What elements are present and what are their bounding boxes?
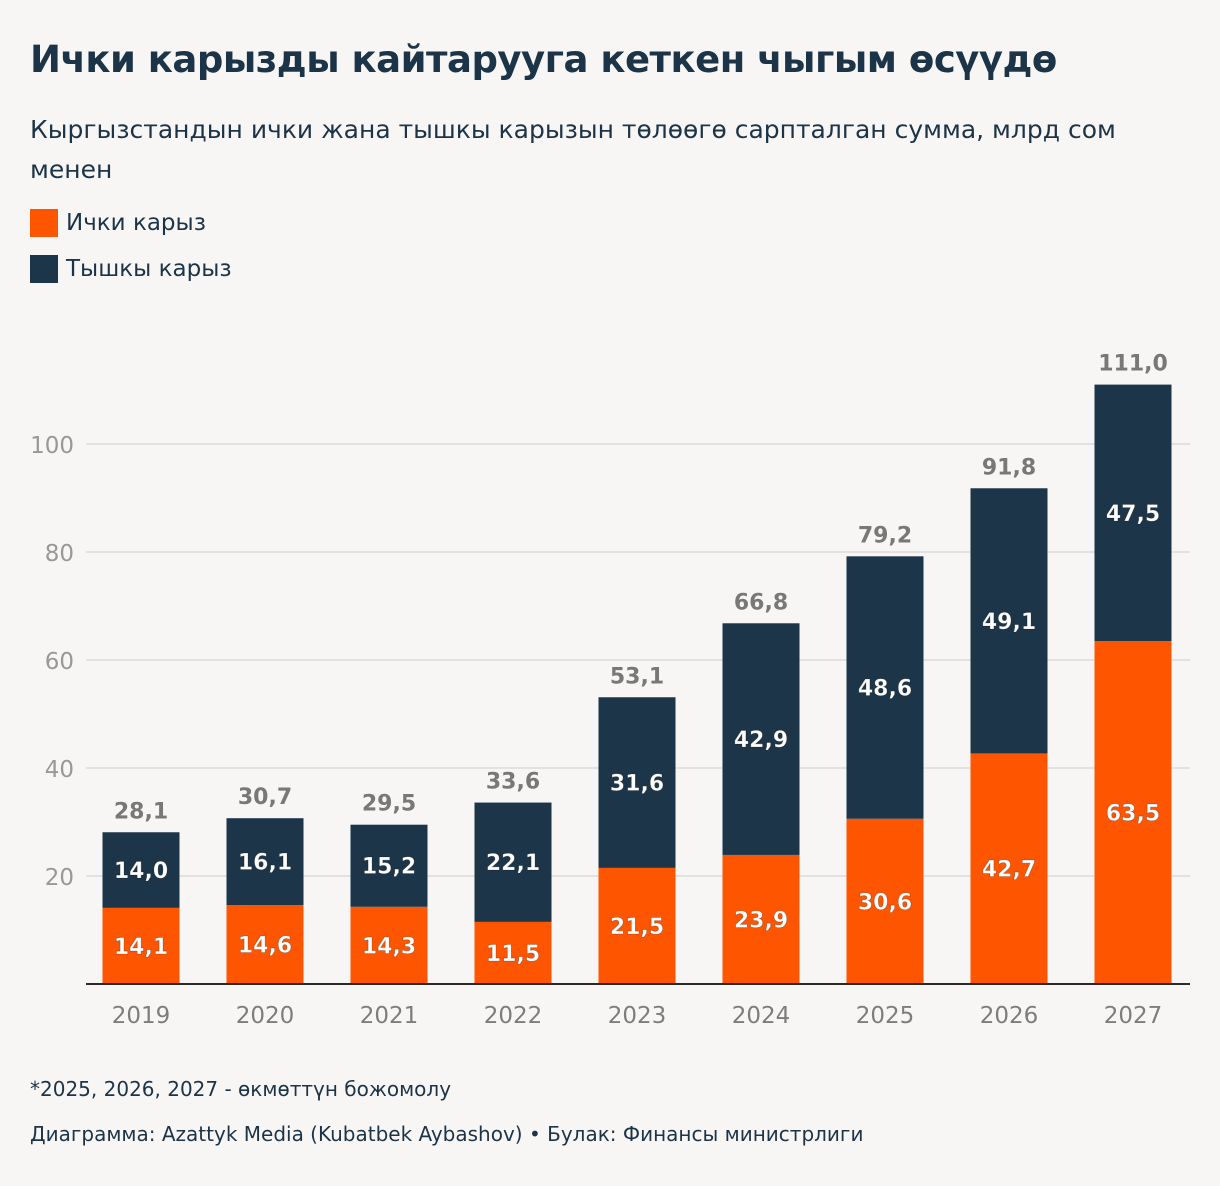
legend-label-external: Тышкы карыз bbox=[66, 256, 232, 282]
y-tick-label-80: 80 bbox=[45, 541, 74, 567]
bar-external-2023 bbox=[598, 697, 676, 868]
total-label-2019: 28,1 bbox=[114, 799, 168, 824]
data-label-domestic-2024: 23,9 bbox=[734, 908, 788, 933]
x-tick-label-2024: 2024 bbox=[732, 1003, 791, 1029]
y-tick-label-40: 40 bbox=[45, 757, 74, 783]
total-label-2023: 53,1 bbox=[610, 664, 664, 689]
total-label-2026: 91,8 bbox=[982, 455, 1036, 480]
data-label-domestic-2020: 14,6 bbox=[238, 934, 292, 959]
bar-external-2027 bbox=[1094, 384, 1172, 642]
data-label-external-2019: 14,0 bbox=[114, 859, 168, 884]
x-tick-label-2020: 2020 bbox=[236, 1003, 295, 1029]
legend-item-external: Тышкы карыз bbox=[30, 254, 232, 284]
x-tick-label-2021: 2021 bbox=[360, 1003, 419, 1029]
data-label-external-2026: 49,1 bbox=[982, 610, 1036, 635]
bar-external-2021 bbox=[350, 824, 428, 907]
y-tick-label-60: 60 bbox=[45, 649, 74, 675]
total-label-2025: 79,2 bbox=[858, 523, 912, 548]
bar-external-2022 bbox=[474, 802, 552, 922]
y-tick-label-20: 20 bbox=[45, 865, 74, 891]
data-label-external-2020: 16,1 bbox=[238, 851, 292, 876]
data-label-external-2027: 47,5 bbox=[1106, 502, 1160, 527]
stacked-bar-chart: 20 40 60 80 100 14,1 14,0 28,1 2019 14,6 16,1 30,7 2… bbox=[30, 352, 1190, 1029]
total-label-2020: 30,7 bbox=[238, 785, 292, 810]
data-label-external-2025: 48,6 bbox=[858, 677, 912, 702]
data-label-domestic-2023: 21,5 bbox=[610, 915, 664, 940]
bar-external-2019 bbox=[102, 832, 180, 908]
total-label-2022: 33,6 bbox=[486, 770, 540, 795]
data-label-domestic-2019: 14,1 bbox=[114, 935, 168, 960]
x-tick-label-2022: 2022 bbox=[484, 1003, 543, 1029]
data-label-domestic-2022: 11,5 bbox=[486, 942, 540, 967]
x-tick-label-2027: 2027 bbox=[1104, 1003, 1163, 1029]
chart-subtitle: Кыргызстандын ички жана тышкы карызын тө… bbox=[30, 115, 1116, 184]
legend: Ички карыз Тышкы карыз bbox=[30, 208, 232, 300]
bar-external-2024 bbox=[722, 623, 800, 855]
bar-domestic-2020 bbox=[226, 905, 304, 984]
bar-domestic-2021 bbox=[350, 906, 428, 984]
source-credit: Диаграмма: Azattyk Media (Kubatbek Aybas… bbox=[30, 1122, 864, 1146]
data-label-domestic-2025: 30,6 bbox=[858, 890, 912, 915]
bar-domestic-2024 bbox=[722, 854, 800, 984]
legend-swatch-external bbox=[30, 255, 58, 283]
bar-domestic-2026 bbox=[970, 753, 1048, 984]
x-tick-label-2023: 2023 bbox=[608, 1003, 667, 1029]
bar-external-2026 bbox=[970, 488, 1048, 754]
bar-domestic-2027 bbox=[1094, 641, 1172, 984]
data-label-domestic-2027: 63,5 bbox=[1106, 802, 1160, 827]
total-label-2024: 66,8 bbox=[734, 590, 788, 615]
y-tick-label-100: 100 bbox=[30, 433, 74, 459]
x-tick-label-2026: 2026 bbox=[980, 1003, 1039, 1029]
data-label-external-2021: 15,2 bbox=[362, 855, 416, 880]
bar-domestic-2025 bbox=[846, 818, 924, 984]
data-label-external-2023: 31,6 bbox=[610, 772, 664, 797]
bar-domestic-2022 bbox=[474, 921, 552, 984]
total-label-2027: 111,0 bbox=[1098, 352, 1168, 377]
data-label-external-2022: 22,1 bbox=[486, 851, 540, 876]
x-tick-label-2019: 2019 bbox=[112, 1003, 171, 1029]
data-label-external-2024: 42,9 bbox=[734, 728, 788, 753]
data-label-domestic-2021: 14,3 bbox=[362, 934, 416, 959]
legend-label-domestic: Ички карыз bbox=[66, 210, 206, 236]
bar-external-2025 bbox=[846, 556, 924, 819]
total-label-2021: 29,5 bbox=[362, 792, 416, 817]
footnote: *2025, 2026, 2027 - өкмөттүн божомолу bbox=[30, 1077, 452, 1101]
legend-swatch-domestic bbox=[30, 209, 58, 237]
legend-item-domestic: Ички карыз bbox=[30, 208, 232, 238]
bar-external-2020 bbox=[226, 818, 304, 906]
x-tick-label-2025: 2025 bbox=[856, 1003, 915, 1029]
data-label-domestic-2026: 42,7 bbox=[982, 858, 1036, 883]
chart-title: Ички карызды кайтарууга кеткен чыгым өсү… bbox=[30, 38, 1057, 81]
bar-domestic-2023 bbox=[598, 867, 676, 984]
bar-domestic-2019 bbox=[102, 907, 180, 984]
